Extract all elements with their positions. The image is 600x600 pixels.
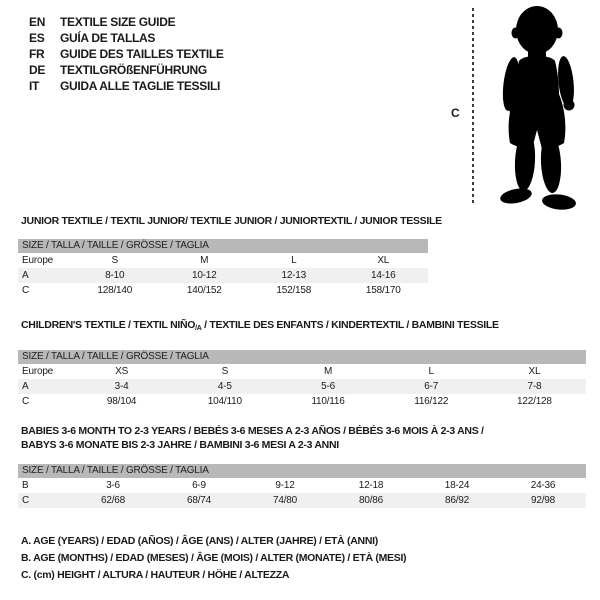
junior-size-table: SIZE / TALLA / TAILLE / GRÖSSE / TAGLIA … [18, 239, 428, 298]
row-label: C [22, 285, 30, 296]
row-label: Europe [22, 366, 54, 377]
cell: 68/74 [186, 495, 212, 506]
row-label: C [22, 495, 30, 506]
children-title-post: / TEXTILE DES ENFANTS / KINDERTEXTIL / B… [201, 319, 499, 331]
junior-section-title: JUNIOR TEXTILE / TEXTIL JUNIOR/ TEXTILE … [21, 215, 442, 227]
footnote-b: B. AGE (MONTHS) / EDAD (MESES) / ÂGE (MO… [21, 552, 407, 564]
cell: 74/80 [272, 495, 298, 506]
row-label: B [22, 480, 29, 491]
cell: S [111, 255, 119, 266]
cell: M [323, 366, 333, 377]
cell: 8-10 [105, 270, 125, 281]
cell: 62/68 [100, 495, 126, 506]
children-section-title: CHILDREN'S TEXTILE / TEXTIL NIÑO/A / TEX… [21, 319, 499, 332]
measure-label-c: C [451, 106, 460, 120]
cell: 14-16 [370, 270, 396, 281]
lang-label: GUÍA DE TALLAS [60, 31, 156, 45]
cell: XL [528, 366, 541, 377]
children-size-table: SIZE / TALLA / TAILLE / GRÖSSE / TAGLIA … [18, 350, 586, 409]
row-label: Europe [22, 255, 54, 266]
cell: 4-5 [217, 381, 232, 392]
cell: M [200, 255, 209, 266]
row-label: C [22, 396, 30, 407]
cell: 122/128 [517, 396, 552, 407]
cell: 12-13 [281, 270, 307, 281]
table-row-europe: Europe S M L XL [18, 253, 428, 268]
cell: 9-12 [275, 480, 295, 491]
cell: 6-9 [192, 480, 206, 491]
table-row-c: C 98/104 104/110 110/116 116/122 122/128 [18, 394, 586, 409]
cell: 5-6 [321, 381, 335, 392]
cell: 98/104 [106, 396, 137, 407]
table-row-c: C 62/68 68/74 74/80 80/86 86/92 92/98 [18, 493, 586, 508]
cell: 116/122 [414, 396, 449, 407]
cell: 6-7 [424, 381, 439, 392]
table-row-a: A 3-4 4-5 5-6 6-7 7-8 [18, 379, 586, 394]
cell: 128/140 [97, 285, 133, 296]
footnote-a: A. AGE (YEARS) / EDAD (AÑOS) / ÂGE (ANS)… [21, 535, 378, 547]
lang-row-en: EN TEXTILE SIZE GUIDE [29, 14, 224, 30]
cell: 10-12 [191, 270, 217, 281]
cell: S [221, 366, 229, 377]
lang-label: GUIDA ALLE TAGLIE TESSILI [60, 79, 221, 93]
babies-title-line1: BABIES 3-6 MONTH TO 2-3 YEARS / BEBÉS 3-… [21, 425, 484, 437]
cell: XS [115, 366, 129, 377]
babies-section-title: BABIES 3-6 MONTH TO 2-3 YEARS / BEBÉS 3-… [21, 424, 484, 452]
cell: 158/170 [365, 285, 401, 296]
toddler-silhouette-icon [500, 6, 576, 210]
cell: 110/116 [311, 396, 345, 407]
cell: 3-4 [114, 381, 129, 392]
size-header-bar: SIZE / TALLA / TAILLE / GRÖSSE / TAGLIA [18, 464, 586, 478]
lang-label: TEXTILE SIZE GUIDE [60, 15, 176, 29]
babies-size-table: SIZE / TALLA / TAILLE / GRÖSSE / TAGLIA … [18, 464, 586, 508]
lang-code: ES [29, 31, 45, 45]
lang-code: IT [29, 79, 40, 93]
lang-code: DE [29, 63, 46, 77]
cell: 24-36 [530, 480, 556, 491]
lang-label: TEXTILGRÖßENFÜHRUNG [60, 63, 207, 77]
table-row-europe: Europe XS S M L XL [18, 364, 586, 379]
cell: 18-24 [444, 480, 470, 491]
language-title-list: EN TEXTILE SIZE GUIDE ES GUÍA DE TALLAS … [29, 14, 224, 94]
cell: 12-18 [358, 480, 384, 491]
lang-label: GUIDE DES TAILLES TEXTILE [60, 47, 224, 61]
cell: 104/110 [207, 396, 242, 407]
babies-title-line2: BABYS 3-6 MONATE BIS 2-3 JAHRE / BAMBINI… [21, 439, 339, 451]
footnote-c: C. (cm) HEIGHT / ALTURA / HAUTEUR / HÖHE… [21, 569, 290, 581]
table-row-c: C 128/140 140/152 152/158 158/170 [18, 283, 428, 298]
cell: 140/152 [186, 285, 222, 296]
table-row-a: A 8-10 10-12 12-13 14-16 [18, 268, 428, 283]
cell: L [428, 366, 435, 377]
cell: L [291, 255, 297, 266]
cell: 7-8 [527, 381, 542, 392]
lang-code: FR [29, 47, 45, 61]
children-title-sub: /A [195, 325, 202, 332]
row-label: A [22, 381, 29, 392]
cell: 152/158 [276, 285, 312, 296]
lang-row-es: ES GUÍA DE TALLAS [29, 30, 224, 46]
children-title-pre: CHILDREN'S TEXTILE / TEXTIL NIÑO [21, 319, 196, 331]
cell: XL [377, 255, 390, 266]
lang-row-fr: FR GUIDE DES TAILLES TEXTILE [29, 46, 224, 62]
cell: 92/98 [530, 495, 556, 506]
row-label: A [22, 270, 29, 281]
lang-row-it: IT GUIDA ALLE TAGLIE TESSILI [29, 78, 224, 94]
cell: 80/86 [358, 495, 384, 506]
lang-code: EN [29, 15, 46, 29]
table-row-b: B 3-6 6-9 9-12 12-18 18-24 24-36 [18, 478, 586, 493]
lang-row-de: DE TEXTILGRÖßENFÜHRUNG [29, 62, 224, 78]
size-header-bar: SIZE / TALLA / TAILLE / GRÖSSE / TAGLIA [18, 239, 428, 253]
dotted-measure-line [472, 8, 474, 206]
cell: 3-6 [106, 480, 120, 491]
size-header-bar: SIZE / TALLA / TAILLE / GRÖSSE / TAGLIA [18, 350, 586, 364]
cell: 86/92 [444, 495, 470, 506]
footnote-list: A. AGE (YEARS) / EDAD (AÑOS) / ÂGE (ANS)… [21, 533, 407, 584]
